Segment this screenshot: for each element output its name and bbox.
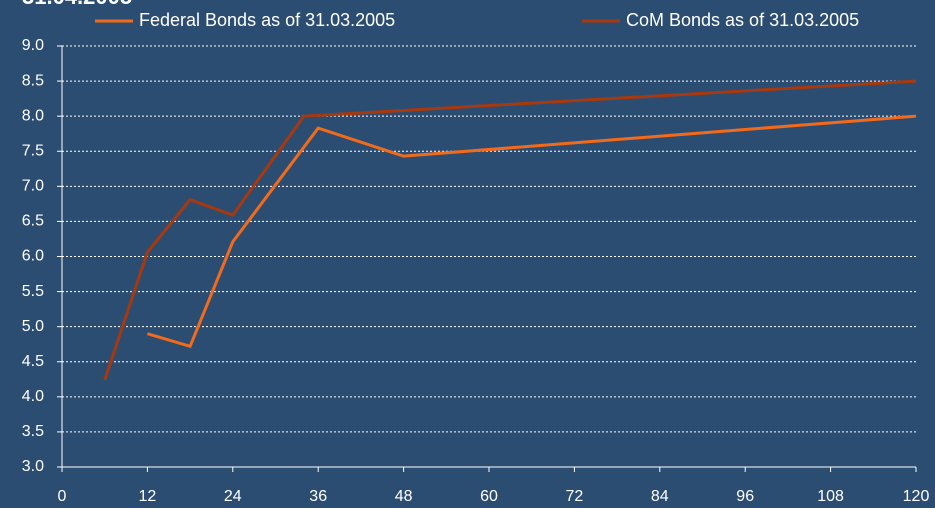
y-tick-label: 4.0 xyxy=(22,388,44,405)
series-line xyxy=(146,114,917,349)
x-tick-label: 108 xyxy=(817,488,844,505)
legend-label: CoM Bonds as of 31.03.2005 xyxy=(626,10,859,30)
x-tick-label: 60 xyxy=(480,488,498,505)
series-line xyxy=(103,79,917,381)
y-tick-label: 3.0 xyxy=(22,458,44,475)
y-tick-label: 3.5 xyxy=(22,423,44,440)
y-tick-label: 9.0 xyxy=(22,37,44,54)
y-tick-label: 7.0 xyxy=(22,178,44,195)
x-tick-label: 12 xyxy=(139,488,157,505)
x-tick-label: 0 xyxy=(58,488,67,505)
y-tick-label: 7.5 xyxy=(22,142,44,159)
y-tick-label: 8.5 xyxy=(22,72,44,89)
x-tick-label: 96 xyxy=(736,488,754,505)
y-tick-label: 4.5 xyxy=(22,353,44,370)
x-tick-label: 84 xyxy=(651,488,669,505)
y-tick-label: 6.0 xyxy=(22,248,44,265)
x-tick-label: 72 xyxy=(566,488,584,505)
x-tick-label: 120 xyxy=(903,488,930,505)
y-tick-label: 8.0 xyxy=(22,107,44,124)
y-tick-label: 5.0 xyxy=(22,318,44,335)
chart-title: 31.04.2005 xyxy=(22,0,132,9)
legend-label: Federal Bonds as of 31.03.2005 xyxy=(139,10,395,30)
x-tick-label: 36 xyxy=(309,488,327,505)
x-tick-label: 48 xyxy=(395,488,413,505)
y-tick-label: 5.5 xyxy=(22,283,44,300)
x-tick-label: 24 xyxy=(224,488,242,505)
y-tick-label: 6.5 xyxy=(22,213,44,230)
